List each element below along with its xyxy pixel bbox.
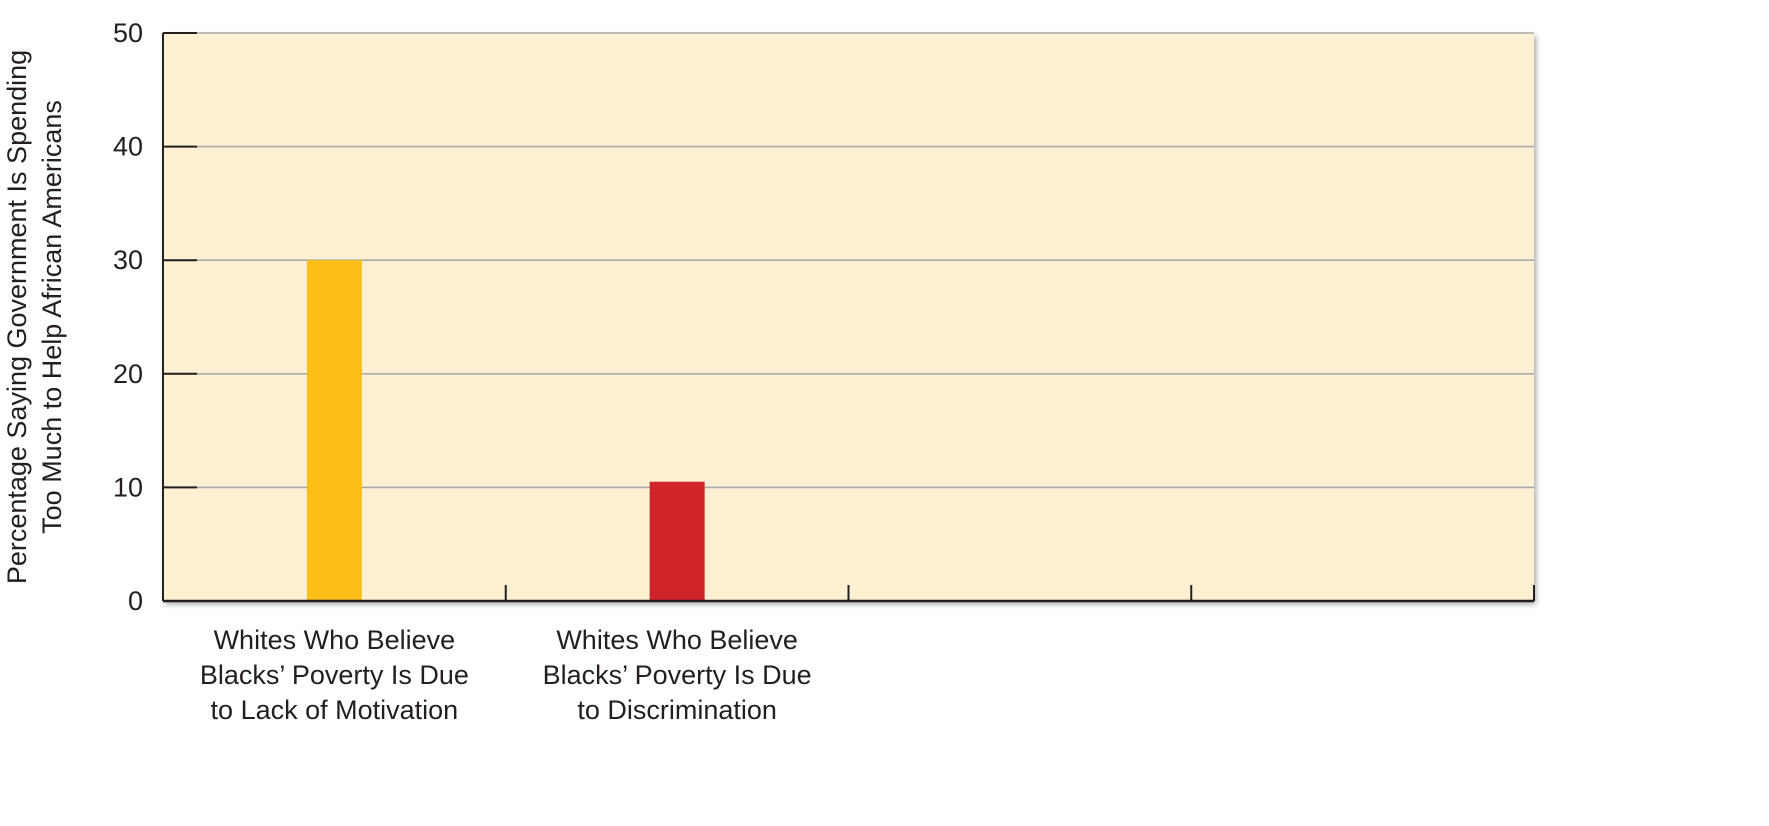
y-tick-label: 0 [128,586,143,616]
y-tick-label: 20 [113,359,143,389]
x-category-label-line: Blacks’ Poverty Is Due [200,660,469,690]
x-category-label-line: to Lack of Motivation [211,695,459,725]
y-tick-label: 30 [113,245,143,275]
plot-area [163,33,1534,601]
x-category-label-line: to Discrimination [577,695,777,725]
y-tick-label: 50 [113,18,143,48]
y-axis-label: Percentage Saying Government Is Spending… [2,50,67,584]
x-category-label-line: Blacks’ Poverty Is Due [543,660,812,690]
y-axis-label-line: Too Much to Help African Americans [37,100,67,534]
x-category-label-line: Whites Who Believe [214,625,456,655]
bar [306,260,362,601]
y-axis-label-line: Percentage Saying Government Is Spending [2,50,32,584]
x-category-label: Whites Who Believe Blacks’ Poverty Is Due… [543,625,812,725]
x-category-label-line: Whites Who Believe [556,625,798,655]
x-category-label: Whites Who Believe Blacks’ Poverty Is Due… [200,625,469,725]
y-tick-label: 10 [113,472,143,502]
y-tick-label: 40 [113,132,143,162]
bar [649,481,705,601]
